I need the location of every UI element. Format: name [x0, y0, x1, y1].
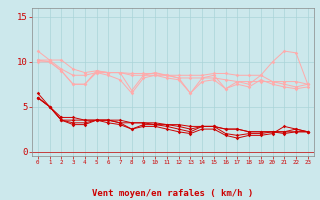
- Text: Vent moyen/en rafales ( km/h ): Vent moyen/en rafales ( km/h ): [92, 189, 253, 198]
